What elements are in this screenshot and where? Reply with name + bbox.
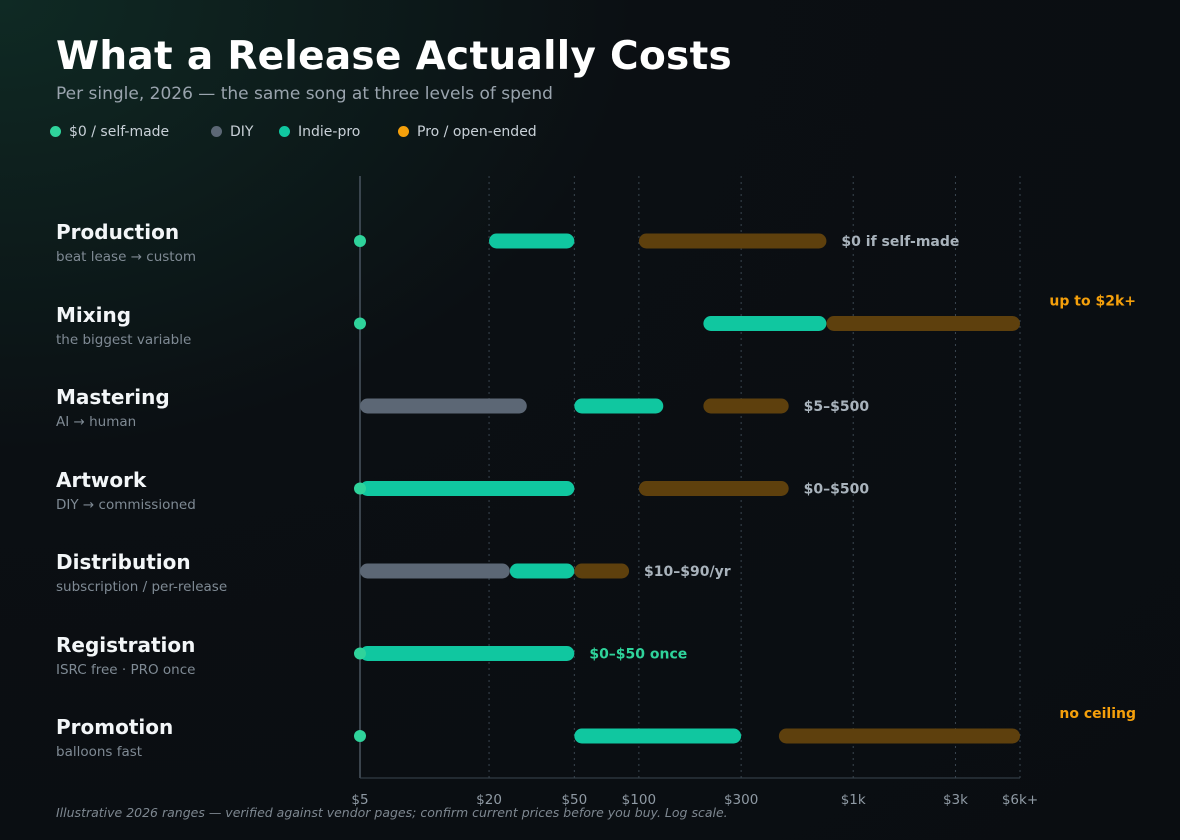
dot-production-self [354,235,366,247]
bar-registration-indie [360,646,575,661]
bar-promotion-pro [778,728,1020,744]
tick-label-5: $5 [351,792,368,808]
tick-label-50: $50 [561,792,587,808]
chart-title: What a Release Actually Costs [56,34,733,79]
legend-label-indie: Indie-pro [298,124,361,140]
legend-item-diy: DIY [211,124,253,140]
category-sub-mastering: AI → human [56,414,137,430]
legend-item-indie: Indie-pro [279,124,360,140]
annotation-artwork: $0–$500 [804,482,870,498]
annotation-mixing: up to $2k+ [1049,294,1136,310]
annotation-registration: $0–$50 once [589,647,687,663]
bar-mastering-pro [703,398,789,414]
legend-label-self: $0 / self-made [69,124,170,140]
dot-artwork-self [354,482,366,495]
dot-registration-self [354,647,366,660]
footnote: Illustrative 2026 ranges — verified agai… [56,805,728,820]
category-title-registration: Registration [56,633,196,657]
legend-dot-diy-icon [211,126,222,137]
bar-distribution-pro [574,563,630,579]
bar-mixing-pro [826,316,1020,331]
category-sub-distribution: subscription / per-release [56,579,228,595]
bar-production-pro [638,233,827,249]
annotation-distribution: $10–$90/yr [644,564,731,580]
bar-mastering-indie [574,398,664,414]
bar-distribution-indie [509,563,575,579]
category-sub-production: beat lease → custom [56,249,197,265]
category-title-mixing: Mixing [56,303,132,327]
legend-dot-self-icon [50,126,61,137]
bar-artwork-indie [360,481,575,496]
category-sub-promotion: balloons fast [56,744,143,760]
category-title-promotion: Promotion [56,715,174,739]
annotation-production: $0 if self-made [841,234,959,250]
category-title-production: Production [56,220,180,244]
bar-promotion-indie [574,728,742,744]
category-sub-mixing: the biggest variable [56,332,192,348]
tick-label-3k: $3k [943,792,968,808]
legend-label-pro: Pro / open-ended [417,124,537,140]
bar-mastering-diy [360,398,527,414]
dot-promotion-self [354,730,366,742]
category-sub-artwork: DIY → commissioned [56,497,196,513]
category-title-distribution: Distribution [56,550,191,574]
legend-item-pro: Pro / open-ended [398,124,537,140]
bar-artwork-pro [638,481,789,496]
tick-label-20: $20 [476,792,502,808]
bar-production-indie [489,233,575,249]
dot-mixing-self [354,317,366,330]
tick-label-100: $100 [622,792,656,808]
legend-dot-pro-icon [398,126,409,137]
category-title-mastering: Mastering [56,385,170,409]
annotation-mastering: $5–$500 [804,399,870,415]
legend-item-self: $0 / self-made [50,124,169,140]
tick-label-6k: $6k+ [1002,792,1038,808]
annotation-promotion: no ceiling [1059,706,1136,722]
bar-distribution-diy [360,563,510,579]
category-title-artwork: Artwork [56,468,147,492]
tick-label-1k: $1k [841,792,866,808]
legend-dot-indie-icon [279,126,290,137]
tick-label-300: $300 [724,792,758,808]
category-sub-registration: ISRC free · PRO once [56,662,196,678]
legend-label-diy: DIY [230,124,254,140]
bar-mixing-indie [703,316,827,331]
chart-subtitle: Per single, 2026 — the same song at thre… [56,84,553,104]
